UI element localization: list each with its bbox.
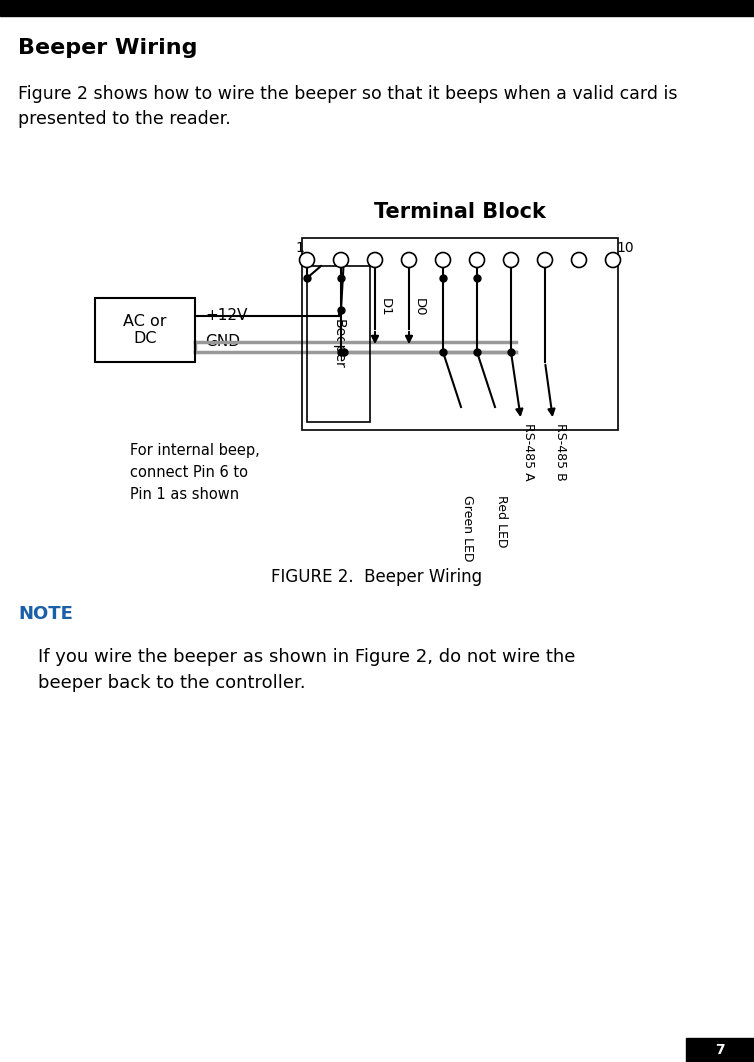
Bar — [302, 238, 618, 430]
Text: Red LED: Red LED — [495, 495, 508, 548]
Circle shape — [367, 253, 382, 268]
Text: 10: 10 — [616, 241, 633, 255]
Text: +12V: +12V — [205, 308, 247, 324]
Text: 7: 7 — [716, 1043, 725, 1057]
Text: GND: GND — [205, 335, 240, 349]
Text: AC or
DC: AC or DC — [123, 313, 167, 346]
Bar — [0, 0, 754, 16]
Circle shape — [572, 253, 587, 268]
Text: If you wire the beeper as shown in Figure 2, do not wire the
beeper back to the : If you wire the beeper as shown in Figur… — [38, 648, 575, 691]
Bar — [95, 298, 195, 362]
Text: For internal beep,
connect Pin 6 to
Pin 1 as shown: For internal beep, connect Pin 6 to Pin … — [130, 443, 259, 502]
Text: Figure 2 shows how to wire the beeper so that it beeps when a valid card is
pres: Figure 2 shows how to wire the beeper so… — [18, 85, 678, 129]
Text: Beeper Wiring: Beeper Wiring — [18, 38, 198, 58]
Text: FIGURE 2.  Beeper Wiring: FIGURE 2. Beeper Wiring — [271, 568, 483, 586]
Text: D0: D0 — [413, 298, 426, 316]
Text: RS-485 B: RS-485 B — [554, 423, 567, 481]
Circle shape — [470, 253, 485, 268]
Text: 1: 1 — [295, 241, 304, 255]
Text: RS-485 A: RS-485 A — [522, 423, 535, 481]
Text: Green LED: Green LED — [461, 495, 474, 562]
Circle shape — [333, 253, 348, 268]
Circle shape — [299, 253, 314, 268]
Circle shape — [605, 253, 621, 268]
Text: Beeper: Beeper — [332, 319, 345, 369]
Circle shape — [538, 253, 553, 268]
Bar — [307, 266, 370, 422]
Circle shape — [436, 253, 450, 268]
Text: NOTE: NOTE — [18, 605, 73, 623]
Circle shape — [401, 253, 416, 268]
Text: Terminal Block: Terminal Block — [374, 202, 546, 222]
Text: D1: D1 — [379, 298, 392, 316]
Bar — [686, 1038, 754, 1062]
Circle shape — [504, 253, 519, 268]
